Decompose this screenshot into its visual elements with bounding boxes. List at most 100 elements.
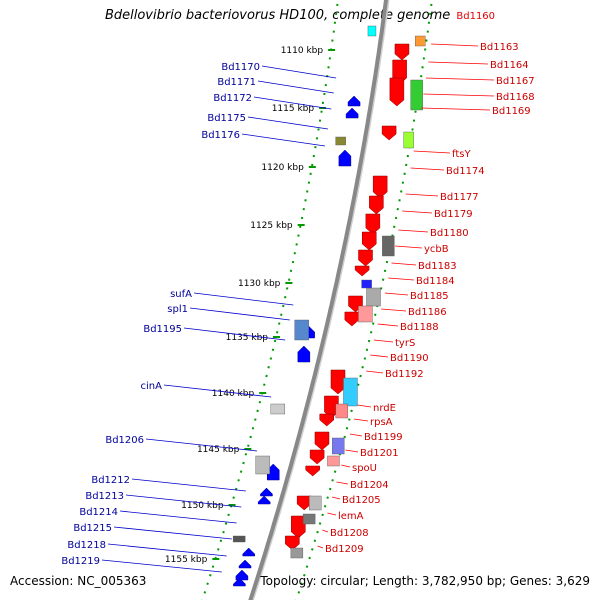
right-label-leader <box>377 323 399 327</box>
reverse-gene-arrow <box>257 495 271 505</box>
kbp-label: 1150 kbp <box>181 501 224 511</box>
forward-gene-arrow <box>389 77 405 107</box>
gene-box <box>382 235 395 257</box>
gene-label-right: lemA <box>338 511 364 522</box>
gene-label-left: Bd1212 <box>91 475 130 486</box>
left-label-leader <box>183 327 286 341</box>
forward-gene-arrow <box>314 431 330 451</box>
gene-label-right: nrdE <box>373 403 396 414</box>
genome-backbone <box>248 0 389 600</box>
gene-label-right: Bd1163 <box>480 42 519 53</box>
gene-label-right: spoU <box>352 463 377 474</box>
gene-box <box>335 403 349 419</box>
genome-summary-text: Topology: circular; Length: 3,782,950 bp… <box>260 574 590 588</box>
gene-box <box>302 513 316 525</box>
gene-label-right: Bd1205 <box>342 495 381 506</box>
right-label-leader <box>428 61 489 65</box>
left-label-leader <box>253 96 332 110</box>
reverse-gene-arrow <box>345 107 359 119</box>
gene-label-left: Bd1170 <box>221 62 260 73</box>
forward-gene-arrow <box>354 265 370 277</box>
gene-label-left: Bd1175 <box>207 113 246 124</box>
gene-label-right: Bd1209 <box>325 544 364 555</box>
left-label-leader <box>193 292 294 306</box>
forward-gene-arrow <box>324 395 339 419</box>
right-label-leader <box>421 107 491 111</box>
gene-label-left: Bd1219 <box>61 556 100 567</box>
left-label-leader <box>107 543 227 557</box>
right-label-leader <box>349 433 363 437</box>
reverse-gene-arrow <box>338 149 352 167</box>
right-label-leader <box>322 529 329 533</box>
gene-box <box>366 287 381 307</box>
left-label-leader <box>189 307 290 321</box>
right-label-leader <box>373 339 394 343</box>
left-label-leader <box>163 384 272 398</box>
gene-box <box>358 305 373 323</box>
kbp-label: 1115 kbp <box>272 104 315 114</box>
gene-box <box>367 25 377 37</box>
gene-box <box>290 547 304 559</box>
gene-box <box>403 131 414 149</box>
gene-label-left: Bd1172 <box>213 93 252 104</box>
right-label-leader <box>388 277 415 281</box>
right-label-leader <box>345 449 359 453</box>
forward-gene-arrow <box>319 413 335 427</box>
right-label-leader <box>327 512 337 516</box>
gene-label-left: Bd1214 <box>79 507 118 518</box>
gene-label-right: Bd1186 <box>408 307 447 318</box>
forward-gene-arrow <box>296 495 312 511</box>
forward-gene-arrow <box>365 213 381 235</box>
gene-label-left: Bd1171 <box>217 77 256 88</box>
reverse-gene-arrow <box>297 345 311 363</box>
gene-label-right: Bd1204 <box>350 480 389 491</box>
gene-box <box>335 136 346 146</box>
gene-label-right: ftsY <box>452 149 471 160</box>
right-label-leader <box>402 210 433 214</box>
forward-gene-arrow <box>330 369 346 395</box>
right-label-leader <box>398 229 429 233</box>
gene-box <box>415 35 426 47</box>
reverse-gene-arrow <box>242 547 255 557</box>
forward-gene-arrow <box>369 195 384 215</box>
gene-label-right: tyrS <box>395 338 415 349</box>
right-label-leader <box>317 545 324 549</box>
reverse-gene-arrow <box>233 577 246 587</box>
forward-gene-arrow <box>381 125 397 141</box>
gene-label-right: rpsA <box>370 417 393 428</box>
gene-label-right: Bd1192 <box>385 369 424 380</box>
gene-box <box>232 535 246 543</box>
right-label-leader <box>405 193 439 197</box>
left-label-leader <box>131 478 246 492</box>
gene-label-right: Bd1177 <box>440 192 479 203</box>
gene-label-right: Bd1208 <box>330 528 369 539</box>
reverse-gene-arrow <box>238 559 252 569</box>
right-label-leader <box>381 308 407 312</box>
right-label-leader <box>370 354 389 358</box>
kbp-label: 1130 kbp <box>238 279 281 289</box>
forward-gene-arrow <box>285 535 300 551</box>
right-label-leader <box>332 496 341 500</box>
kbp-label: 1140 kbp <box>212 389 255 399</box>
kbp-label: 1135 kbp <box>226 333 269 343</box>
gene-box <box>309 495 322 511</box>
gene-label-left: Bd1176 <box>201 130 240 141</box>
left-label-leader <box>261 65 337 79</box>
gene-box <box>255 455 270 475</box>
kbp-label: 1120 kbp <box>261 163 304 173</box>
gene-label-right: Bd1174 <box>446 166 485 177</box>
gene-label-left: Bd1206 <box>105 435 144 446</box>
gene-label-right: Bd1190 <box>390 353 429 364</box>
gene-label-left: spl1 <box>167 304 188 315</box>
forward-gene-arrow <box>361 231 377 251</box>
right-label-leader <box>410 167 445 171</box>
gene-box <box>331 437 345 455</box>
right-label-leader <box>431 43 479 47</box>
gene-label-left: Bd1218 <box>67 540 106 551</box>
gene-box <box>327 455 340 467</box>
forward-gene-arrow <box>358 249 373 267</box>
reverse-gene-arrow <box>260 487 273 497</box>
gene-label-left: sufA <box>170 289 192 300</box>
gene-box <box>361 279 372 289</box>
